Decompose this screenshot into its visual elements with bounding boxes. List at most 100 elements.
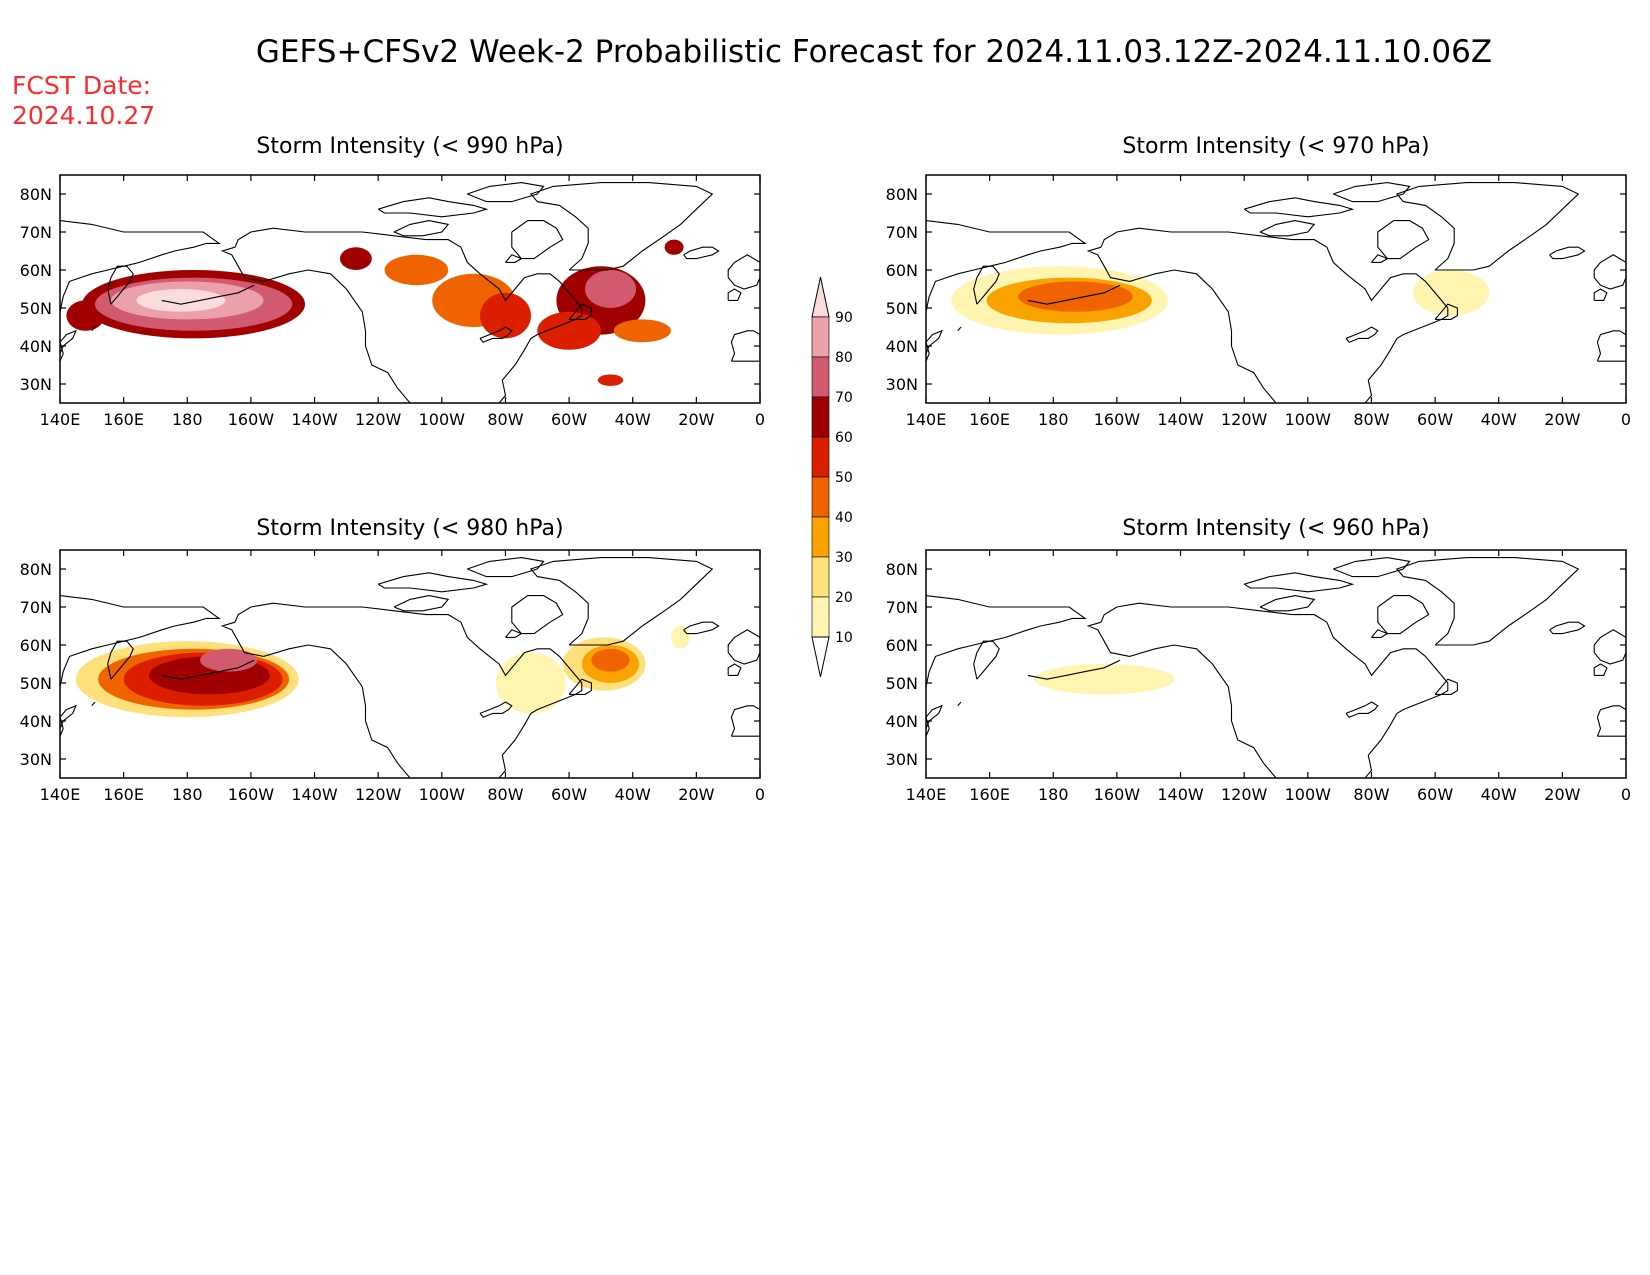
map-panel-960: Storm Intensity (< 960 hPa) 80N 70N 60N 50N…	[886, 516, 1631, 804]
lat-label: 30N	[886, 750, 918, 769]
prob-shade-990-10	[585, 270, 636, 308]
lon-label: 80W	[487, 410, 523, 429]
coastline-hudsonIsle	[1371, 629, 1389, 638]
coastline-kamchatka	[973, 265, 1000, 305]
coastline-kamchatka	[107, 640, 134, 680]
lon-label: 160W	[1094, 410, 1141, 429]
lon-label: 60W	[1417, 410, 1453, 429]
coastline-victoria	[1259, 220, 1316, 237]
lon-label: 180	[1038, 785, 1069, 804]
lat-label: 70N	[20, 598, 52, 617]
prob-shade-990-5	[340, 247, 372, 270]
coastline-ellesmere	[1333, 557, 1411, 578]
lon-label: 160E	[103, 785, 144, 804]
lon-label: 0	[1621, 785, 1631, 804]
coastline-greenland	[1395, 182, 1580, 271]
prob-shade-980-4	[200, 648, 258, 672]
shading-960	[1034, 664, 1175, 695]
lon-label: 140E	[40, 410, 81, 429]
coastline-ireland	[1593, 288, 1608, 301]
lon-label: 20W	[678, 785, 714, 804]
prob-shade-970-3	[1412, 270, 1490, 316]
lon-label: 140E	[40, 785, 81, 804]
coastline-asia	[926, 220, 1087, 312]
lat-label: 50N	[886, 674, 918, 693]
coastline-northAmerica	[1086, 602, 1449, 778]
lon-label: 80W	[1353, 785, 1389, 804]
lat-label: 30N	[20, 375, 52, 394]
lat-label: 40N	[20, 712, 52, 731]
coastline-newfoundland	[568, 303, 592, 320]
coastline-ellesmere	[467, 182, 545, 203]
coastline-europe	[1593, 629, 1626, 665]
coastline-iceland	[1549, 621, 1586, 635]
lat-label: 70N	[886, 223, 918, 242]
lon-label: 120W	[1221, 410, 1268, 429]
lat-label: 40N	[886, 712, 918, 731]
coastline-iceland	[683, 246, 720, 260]
colorbar-box	[811, 316, 830, 358]
coastline-iberia	[730, 330, 760, 362]
coastline-ireland	[727, 288, 742, 301]
coastline-baffin	[511, 595, 564, 635]
lat-label: 60N	[20, 261, 52, 280]
coastlines-990	[60, 182, 760, 403]
lon-label: 180	[1038, 410, 1069, 429]
coastline-arcticIs	[1243, 197, 1355, 218]
coastlines-980	[60, 557, 760, 778]
lon-label: 0	[1621, 410, 1631, 429]
lat-label: 30N	[20, 750, 52, 769]
lon-label: 140E	[906, 410, 947, 429]
coastline-europe	[1593, 254, 1626, 290]
lon-label: 140E	[906, 785, 947, 804]
coastline-hudsonIsle	[1371, 254, 1389, 263]
coastline-japan	[926, 329, 943, 362]
lon-label: 160W	[228, 785, 275, 804]
shading-970	[951, 266, 1490, 335]
lon-label: 140W	[1157, 785, 1204, 804]
lon-label: 100W	[1285, 785, 1332, 804]
colorbar-label: 60	[835, 430, 853, 446]
lon-axis-970: 140E 160E 180 160W 140W 120W 100W 80W 60W 40W 20W 0	[906, 175, 1631, 429]
lon-axis-960: 140E 160E 180 160W 140W 120W 100W 80W 60W 40W 20W 0	[906, 550, 1631, 804]
lon-label: 100W	[419, 410, 466, 429]
colorbar-box	[811, 476, 830, 518]
lon-label: 160E	[103, 410, 144, 429]
colorbar-label: 20	[835, 590, 853, 606]
fcst-date: 2024.10.27	[12, 101, 155, 130]
prob-shade-990-4	[136, 289, 226, 312]
lon-label: 40W	[1481, 785, 1517, 804]
lon-label: 160E	[969, 410, 1010, 429]
coastline-iberia	[1596, 705, 1626, 737]
map-frame-980	[59, 549, 761, 779]
coastline-hawaiiLine	[91, 701, 96, 707]
prob-shade-990-14	[597, 374, 624, 386]
coastline-greatLakes	[479, 326, 513, 343]
shading-980	[75, 626, 690, 718]
colorbar-label: 40	[835, 510, 853, 526]
coastline-iceland	[1549, 246, 1586, 260]
coastline-baffin	[1377, 595, 1430, 635]
coastline-ellesmere	[1333, 182, 1411, 203]
lat-label: 60N	[20, 636, 52, 655]
lon-axis-980: 140E 160E 180 160W 140W 120W 100W 80W 60W 40W 20W 0	[40, 550, 765, 804]
lon-label: 0	[755, 410, 765, 429]
lat-label: 80N	[886, 560, 918, 579]
colorbar-box	[811, 396, 830, 438]
lat-label: 60N	[886, 636, 918, 655]
lon-label: 100W	[1285, 410, 1332, 429]
map-frame-990	[59, 174, 761, 404]
prob-shade-980-8	[591, 648, 630, 672]
colorbar: 10 20 30 40 50 60 70 80 90	[811, 276, 853, 678]
lat-axis-980: 80N 70N 60N 50N 40N 30N	[20, 560, 760, 769]
lat-axis-960: 80N 70N 60N 50N 40N 30N	[886, 560, 1626, 769]
coastline-greatLakes	[1345, 701, 1379, 718]
prob-shade-990-8	[480, 292, 531, 339]
coastline-victoria	[393, 220, 450, 237]
lon-label: 140W	[291, 785, 338, 804]
colorbar-box	[811, 516, 830, 558]
lat-label: 40N	[886, 337, 918, 356]
coastline-aleutianChain	[161, 284, 255, 305]
lat-axis-970: 80N 70N 60N 50N 40N 30N	[886, 185, 1626, 394]
lon-label: 180	[172, 410, 203, 429]
